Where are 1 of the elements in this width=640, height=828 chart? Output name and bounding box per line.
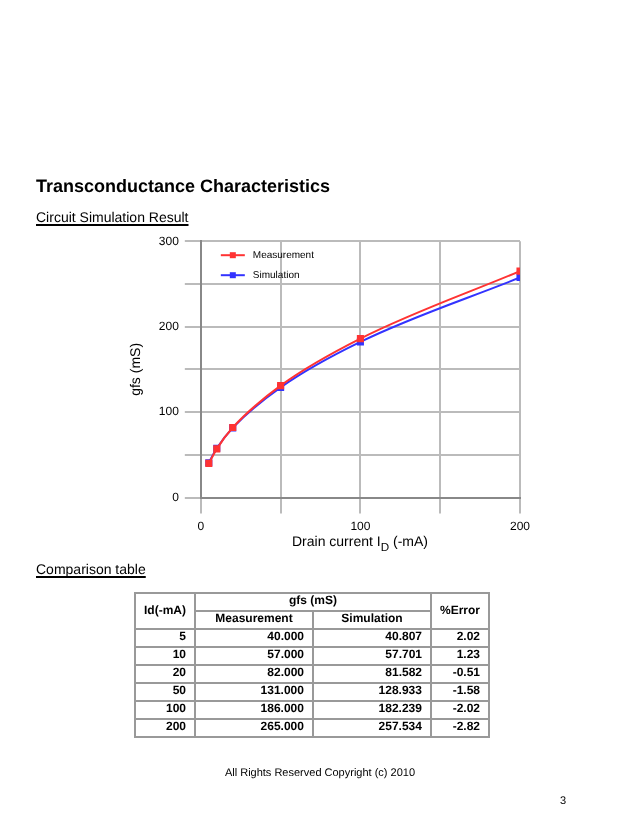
chart-title: Transconductance Characteristics <box>36 176 331 196</box>
